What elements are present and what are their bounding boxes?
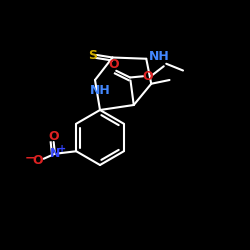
Text: S: S [88, 48, 97, 62]
Text: +: + [58, 144, 66, 154]
Text: O: O [33, 154, 44, 166]
Text: NH: NH [148, 50, 169, 63]
Text: −: − [25, 151, 35, 164]
Text: O: O [48, 130, 59, 143]
Text: NH: NH [90, 84, 110, 96]
Text: N: N [50, 147, 60, 160]
Text: O: O [142, 70, 153, 83]
Text: O: O [108, 58, 119, 71]
